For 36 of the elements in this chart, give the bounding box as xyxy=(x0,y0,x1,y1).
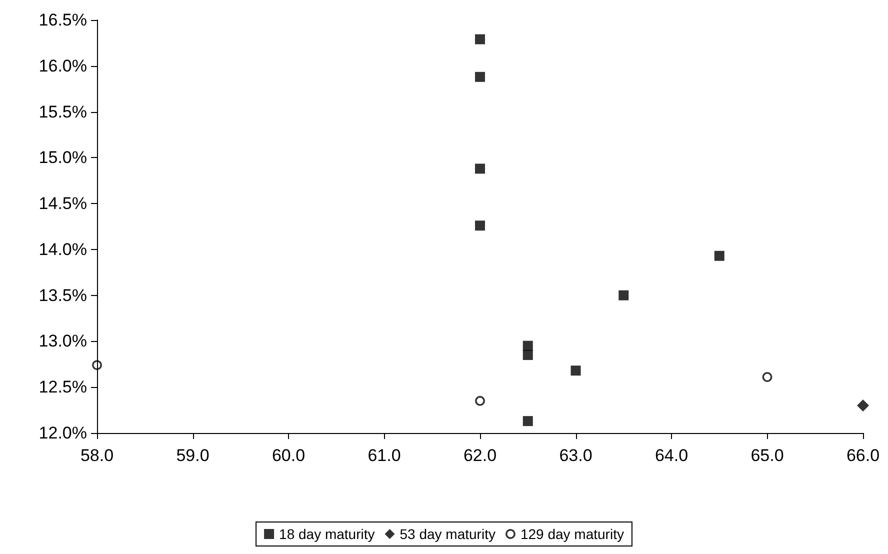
x-tick-label: 64.0 xyxy=(654,446,688,465)
y-tick-label: 12.5% xyxy=(38,378,87,397)
point xyxy=(762,372,772,382)
x-tick-label: 62.0 xyxy=(463,446,497,465)
x-tick-label: 60.0 xyxy=(272,446,306,465)
x-tick-label: 65.0 xyxy=(750,446,784,465)
point xyxy=(475,164,485,174)
point xyxy=(522,350,533,360)
y-tick-label: 15.0% xyxy=(38,148,87,168)
y-tick-label: 14.5% xyxy=(38,194,87,214)
point xyxy=(857,399,869,412)
point xyxy=(522,416,533,426)
x-tick-label: 66.0 xyxy=(846,446,880,465)
x-tick-label: 59.0 xyxy=(176,446,210,465)
point xyxy=(92,360,102,370)
y-tick-label: 13.5% xyxy=(38,286,87,305)
point xyxy=(618,290,629,300)
point xyxy=(475,72,485,82)
y-tick-label: 16.5% xyxy=(38,10,87,30)
point xyxy=(475,396,485,406)
point xyxy=(522,340,533,351)
y-tick-label: 13.0% xyxy=(38,332,87,351)
y-tick-label: 15.5% xyxy=(38,102,87,122)
legend-label: 53 day maturity xyxy=(400,526,496,542)
y-tick-label: 14.0% xyxy=(38,240,87,259)
point xyxy=(475,34,485,44)
point xyxy=(475,220,485,231)
point xyxy=(570,366,581,376)
legend-label: 129 day maturity xyxy=(520,526,624,542)
x-tick-label: 61.0 xyxy=(368,446,401,465)
point xyxy=(714,250,724,261)
x-tick-label: 63.0 xyxy=(559,446,592,465)
y-tick-label: 16.0% xyxy=(38,56,87,76)
legend-label: 18 day maturity xyxy=(279,526,375,542)
y-tick-label: 12.0% xyxy=(38,424,87,442)
x-tick-label: 58.0 xyxy=(80,446,114,465)
